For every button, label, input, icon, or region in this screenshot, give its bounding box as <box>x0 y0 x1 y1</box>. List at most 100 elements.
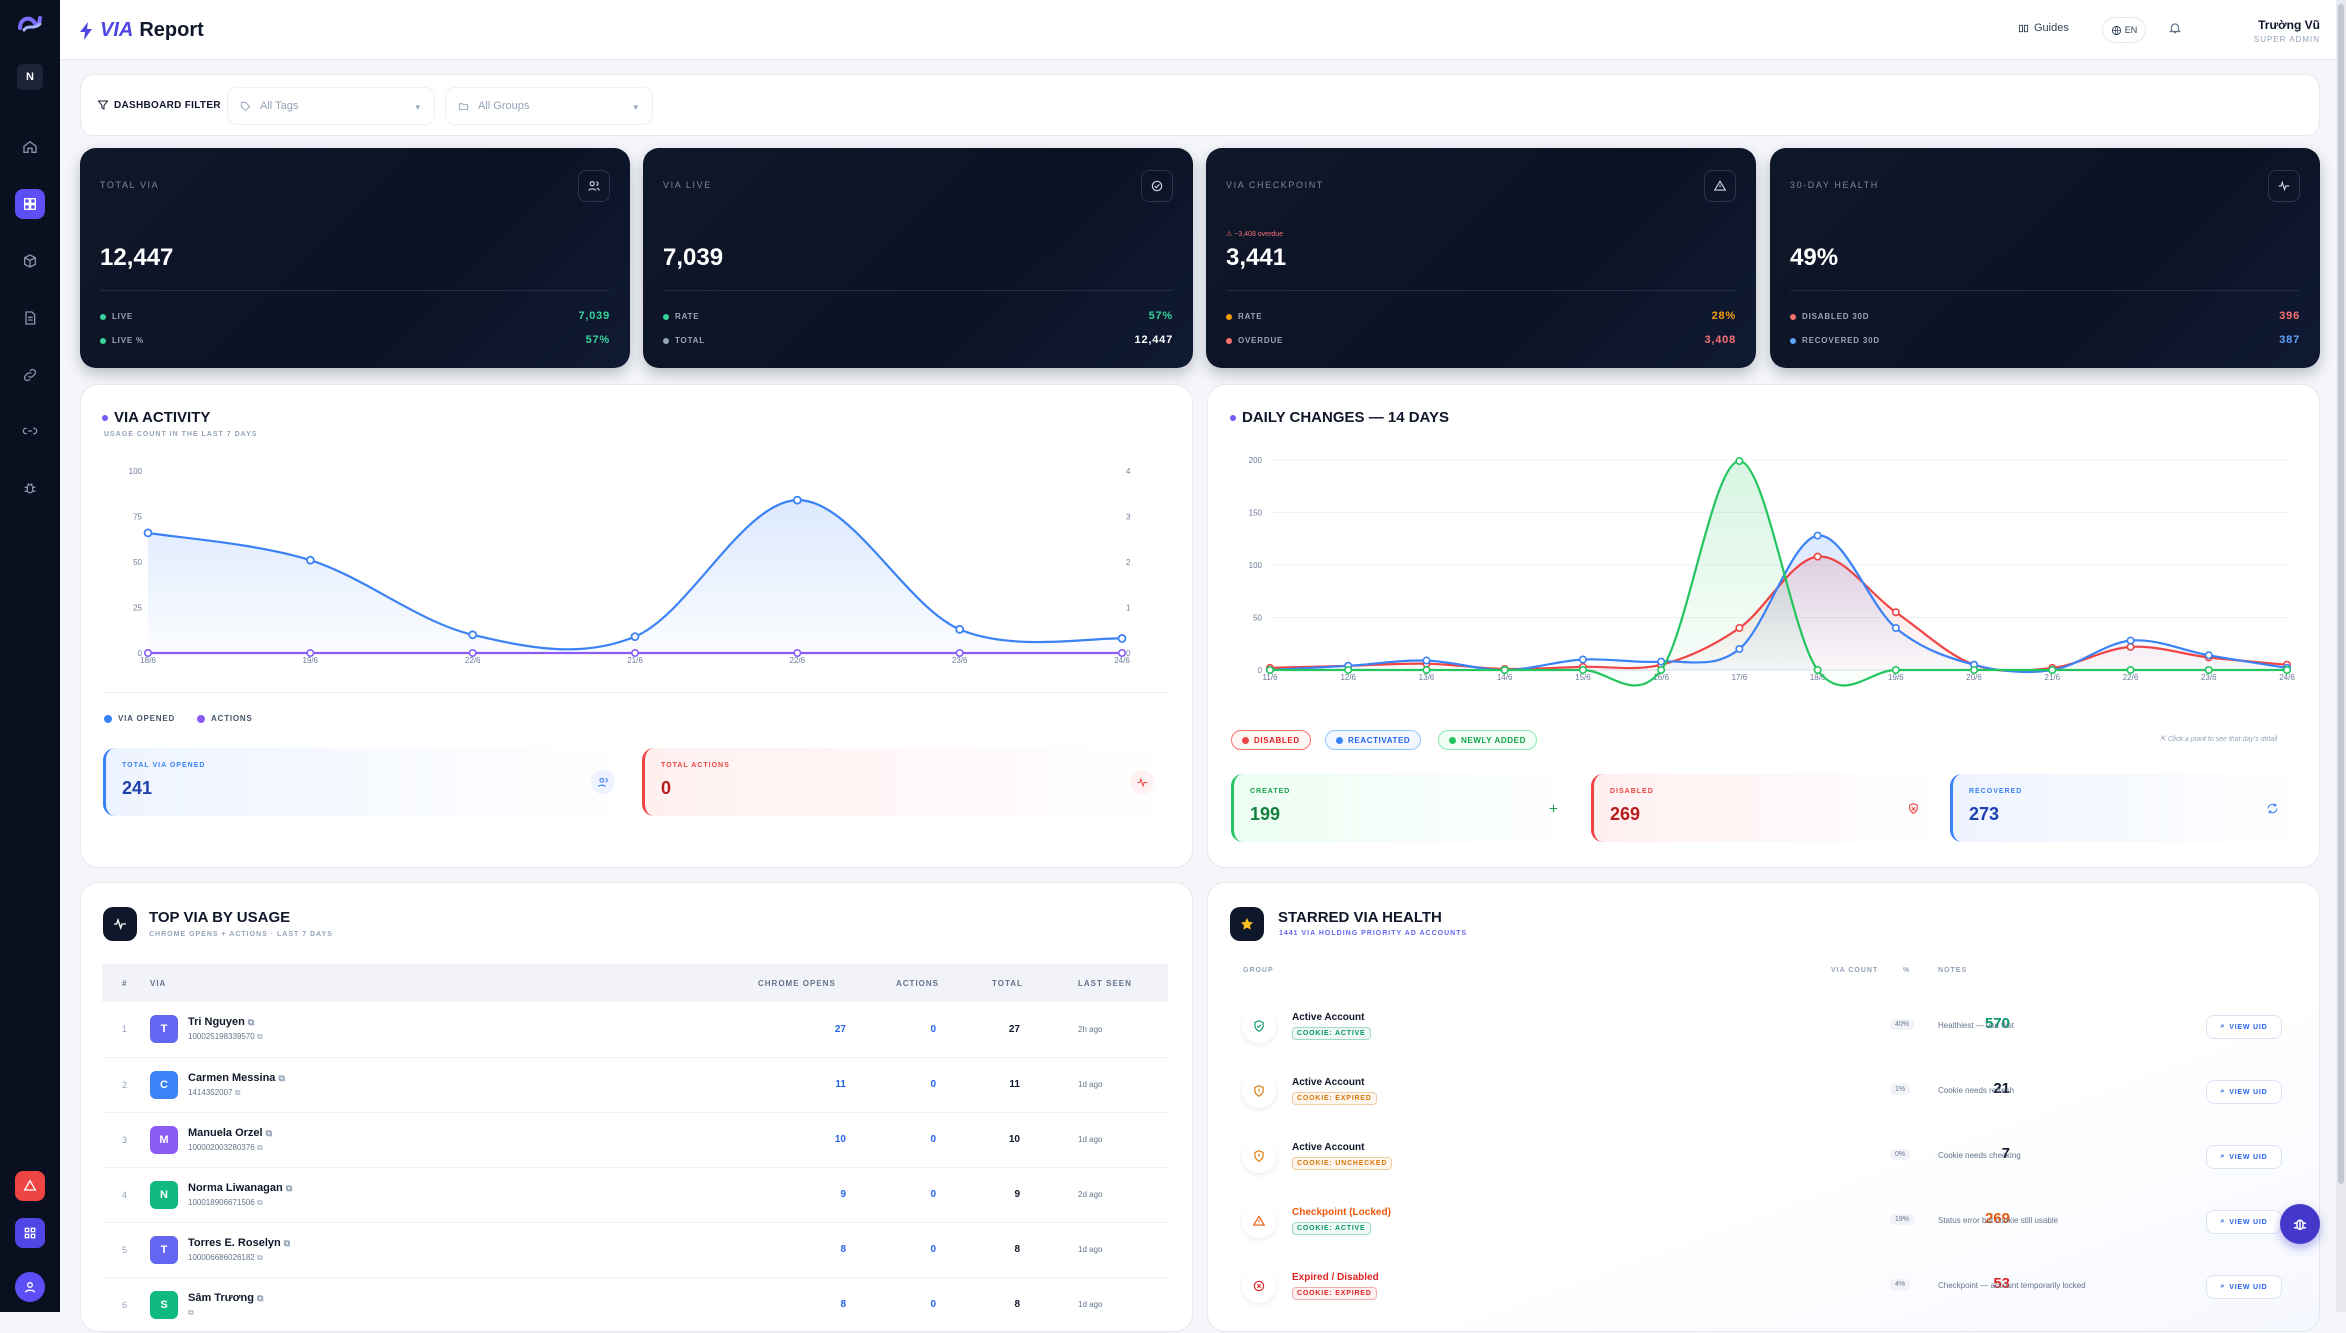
home-icon[interactable] <box>15 132 45 162</box>
table-row[interactable]: 5 T Torres E. Roselyn ⧉ 100006686026182 ⧉ 8 0… <box>102 1222 1168 1278</box>
col-rank[interactable]: # <box>102 964 150 1002</box>
view-uid-button[interactable]: ⌕ VIEW UID <box>2206 1275 2282 1299</box>
data-point-via-opened[interactable] <box>955 624 965 634</box>
data-point-via-opened[interactable] <box>630 632 640 642</box>
pill-newly-added[interactable]: NEWLY ADDED <box>1438 730 1537 750</box>
via-name[interactable]: Sâm Trương ⧉ <box>188 1292 263 1304</box>
data-point-actions[interactable] <box>468 649 477 658</box>
data-point-reactivated[interactable] <box>1422 656 1431 665</box>
bug-report-button[interactable] <box>2280 1204 2320 1244</box>
view-uid-button[interactable]: ⌕ VIEW UID <box>2206 1145 2282 1169</box>
bell-icon[interactable] <box>2168 20 2182 36</box>
pill-disabled[interactable]: DISABLED <box>1231 730 1311 750</box>
health-row[interactable]: Active Account COOKIE: ACTIVE 570 40% Health… <box>1230 995 2286 1059</box>
data-point-via-opened[interactable] <box>792 495 802 505</box>
data-point-actions[interactable] <box>630 649 639 658</box>
data-point-newly-added[interactable] <box>1500 666 1509 675</box>
copy-icon[interactable]: ⧉ <box>278 1072 285 1083</box>
data-point-reactivated[interactable] <box>1891 624 1900 633</box>
data-point-newly-added[interactable] <box>1735 457 1744 466</box>
data-point-newly-added[interactable] <box>1344 666 1353 675</box>
data-point-newly-added[interactable] <box>2048 666 2057 675</box>
user-info[interactable]: Trường Vũ SUPER ADMIN <box>2220 18 2320 44</box>
data-point-via-opened[interactable] <box>468 630 478 640</box>
via-name[interactable]: Torres E. Roselyn ⧉ <box>188 1237 290 1249</box>
scrollbar-thumb[interactable] <box>2338 4 2344 1184</box>
guides-link[interactable]: Guides <box>2018 22 2069 34</box>
data-point-disabled[interactable] <box>1891 608 1900 617</box>
document-icon[interactable] <box>15 303 45 333</box>
grid-app-icon[interactable] <box>15 1218 45 1248</box>
copy-icon[interactable]: ⧉ <box>188 1307 194 1317</box>
data-point-actions[interactable] <box>143 649 152 658</box>
view-uid-button[interactable]: ⌕ VIEW UID <box>2206 1080 2282 1104</box>
data-point-reactivated[interactable] <box>1578 655 1587 664</box>
via-name[interactable]: Manuela Orzel ⧉ <box>188 1127 272 1139</box>
col-actions[interactable]: ACTIONS <box>868 964 958 1002</box>
health-row[interactable]: Checkpoint (Locked) COOKIE: ACTIVE 269 19% S… <box>1230 1190 2286 1254</box>
data-point-via-opened[interactable] <box>305 555 315 565</box>
app-logo-icon[interactable] <box>16 12 44 34</box>
data-point-reactivated[interactable] <box>1735 645 1744 654</box>
data-point-newly-added[interactable] <box>2283 666 2292 675</box>
groups-select[interactable]: All Groups ▾ <box>445 87 653 125</box>
data-point-reactivated[interactable] <box>2126 636 2135 645</box>
alert-app-icon[interactable] <box>15 1171 45 1201</box>
data-point-newly-added[interactable] <box>1265 666 1274 675</box>
app-brand[interactable]: VIA Report <box>78 19 204 42</box>
view-uid-button[interactable]: ⌕ VIEW UID <box>2206 1210 2282 1234</box>
via-activity-chart[interactable]: 0 25 50 75 100 0 1 2 3 4 18/6 19/6 22/6 21/6 22/6 23/6 2… <box>100 455 1180 675</box>
data-point-newly-added[interactable] <box>2204 666 2213 675</box>
view-uid-button[interactable]: ⌕ VIEW UID <box>2206 1015 2282 1039</box>
data-point-disabled[interactable] <box>2126 642 2135 651</box>
data-point-reactivated[interactable] <box>1813 531 1822 540</box>
data-point-via-opened[interactable] <box>143 528 153 538</box>
copy-icon[interactable]: ⧉ <box>256 1197 263 1207</box>
daily-changes-chart[interactable]: 0 50 100 150 200 11/6 12/6 13/6 14/6 15/6 16/6 17/6… <box>1225 440 2305 690</box>
data-point-newly-added[interactable] <box>1422 666 1431 675</box>
copy-icon[interactable]: ⧉ <box>234 1087 241 1097</box>
copy-icon[interactable]: ⧉ <box>256 1292 264 1303</box>
col-last-seen[interactable]: LAST SEEN <box>1034 964 1168 1002</box>
tags-select[interactable]: All Tags ▾ <box>227 87 435 125</box>
copy-icon[interactable]: ⧉ <box>283 1237 291 1248</box>
chain-icon[interactable] <box>15 416 45 446</box>
legend-item-actions[interactable]: ACTIONS <box>197 714 253 723</box>
table-row[interactable]: 4 N Norma Liwanagan ⧉ 100018906671506 ⧉ 9 0 9 2… <box>102 1167 1168 1223</box>
health-row[interactable]: Active Account COOKIE: EXPIRED 21 1% Cookie … <box>1230 1060 2286 1124</box>
data-point-disabled[interactable] <box>1813 552 1822 561</box>
dashboard-icon[interactable] <box>15 189 45 219</box>
workspace-switcher[interactable]: N <box>17 64 43 90</box>
data-point-actions[interactable] <box>1117 649 1126 658</box>
data-point-reactivated[interactable] <box>2204 651 2213 660</box>
data-point-reactivated[interactable] <box>1657 657 1666 666</box>
data-point-newly-added[interactable] <box>1578 666 1587 675</box>
data-point-actions[interactable] <box>306 649 315 658</box>
bug-icon[interactable] <box>15 473 45 503</box>
profile-icon[interactable] <box>15 1272 45 1302</box>
language-switcher[interactable]: EN <box>2102 17 2146 43</box>
data-point-newly-added[interactable] <box>2126 666 2135 675</box>
data-point-newly-added[interactable] <box>1891 666 1900 675</box>
copy-icon[interactable]: ⧉ <box>256 1252 263 1262</box>
data-point-actions[interactable] <box>955 649 964 658</box>
copy-icon[interactable]: ⧉ <box>247 1017 255 1028</box>
legend-item-via-opened[interactable]: VIA OPENED <box>104 714 175 723</box>
pill-reactivated[interactable]: REACTIVATED <box>1325 730 1422 750</box>
health-row[interactable]: Expired / Disabled COOKIE: EXPIRED 53 4% Che… <box>1230 1255 2286 1319</box>
table-row[interactable]: 3 M Manuela Orzel ⧉ 100002003280376 ⧉ 10 0 10 1… <box>102 1112 1168 1168</box>
col-total[interactable]: TOTAL <box>958 964 1034 1002</box>
copy-icon[interactable]: ⧉ <box>285 1182 293 1193</box>
table-row[interactable]: 6 S Sâm Trương ⧉ ⧉ 8 0 8 1d ago <box>102 1277 1168 1333</box>
link-icon[interactable] <box>15 360 45 390</box>
data-point-actions[interactable] <box>793 649 802 658</box>
table-row[interactable]: 2 C Carmen Messina ⧉ 1414352007 ⧉ 11 0 11 1d ag… <box>102 1057 1168 1113</box>
box-icon[interactable] <box>15 246 45 276</box>
table-row[interactable]: 1 T Tri Nguyen ⧉ 100025198339570 ⧉ 27 0 27 2h a… <box>102 1002 1168 1058</box>
data-point-disabled[interactable] <box>1735 624 1744 633</box>
health-row[interactable]: Active Account COOKIE: UNCHECKED 7 0% Cookie… <box>1230 1125 2286 1189</box>
data-point-newly-added[interactable] <box>1657 666 1666 675</box>
data-point-newly-added[interactable] <box>1813 666 1822 675</box>
col-via[interactable]: VIA <box>150 964 758 1002</box>
copy-icon[interactable]: ⧉ <box>265 1127 273 1138</box>
